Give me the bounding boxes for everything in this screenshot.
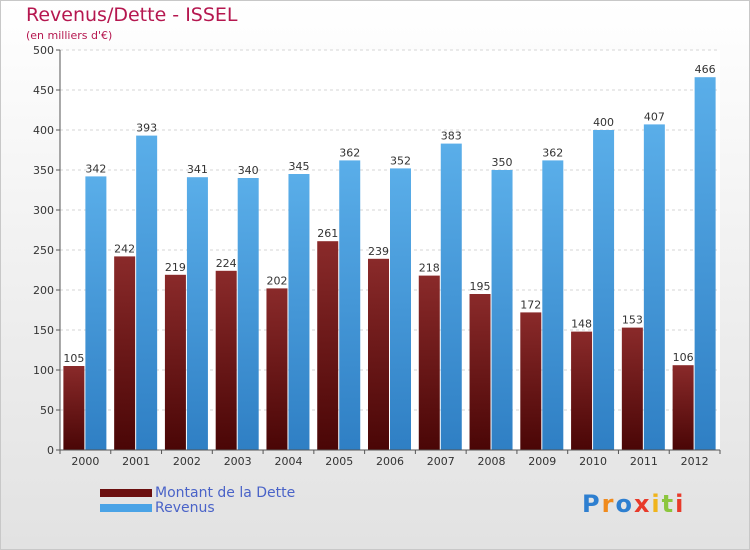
dette-bar xyxy=(266,288,288,450)
y-tick-label: 450 xyxy=(33,84,54,97)
logo-letter: r xyxy=(601,490,616,518)
dette-value-label: 172 xyxy=(520,298,541,311)
revenus-value-label: 362 xyxy=(339,146,360,159)
y-tick-label: 0 xyxy=(47,444,54,457)
dette-bar xyxy=(368,258,389,450)
x-tick-label: 2010 xyxy=(579,455,607,468)
y-tick-label: 150 xyxy=(33,324,54,337)
legend-label-revenus: Revenus xyxy=(155,500,215,516)
revenus-bar xyxy=(186,177,208,450)
dette-value-label: 224 xyxy=(216,257,237,270)
revenus-value-label: 340 xyxy=(238,164,259,177)
revenus-bar xyxy=(491,170,513,450)
dette-value-label: 106 xyxy=(673,351,694,364)
dette-value-label: 219 xyxy=(165,261,186,274)
proxiti-logo: Proxiti xyxy=(582,490,685,518)
logo-letter: i xyxy=(651,490,662,518)
dette-bar xyxy=(672,365,694,450)
dette-bar xyxy=(63,366,85,450)
y-tick-label: 200 xyxy=(33,284,54,297)
logo-letter: t xyxy=(661,490,676,518)
dette-bar xyxy=(520,312,542,450)
x-tick-label: 2000 xyxy=(71,455,99,468)
dette-bar xyxy=(469,294,491,450)
legend-swatch-revenus xyxy=(100,504,152,512)
revenus-value-label: 342 xyxy=(85,162,106,175)
y-tick-label: 350 xyxy=(33,164,54,177)
dette-value-label: 153 xyxy=(622,314,643,327)
revenus-bar xyxy=(85,176,107,450)
x-tick-label: 2006 xyxy=(376,455,404,468)
y-tick-label: 400 xyxy=(33,124,54,137)
x-tick-label: 2007 xyxy=(427,455,455,468)
dette-value-label: 242 xyxy=(114,242,135,255)
revenus-value-label: 383 xyxy=(441,130,462,143)
logo-letter: o xyxy=(615,490,634,518)
x-tick-label: 2003 xyxy=(224,455,252,468)
revenus-bar xyxy=(390,168,411,450)
y-tick-label: 100 xyxy=(33,364,54,377)
revenus-value-label: 400 xyxy=(593,116,614,129)
dette-bar xyxy=(317,241,339,450)
dette-value-label: 105 xyxy=(63,352,84,365)
dette-value-label: 239 xyxy=(368,245,389,258)
y-tick-label: 300 xyxy=(33,204,54,217)
x-tick-label: 2004 xyxy=(274,455,302,468)
y-tick-label: 250 xyxy=(33,244,54,257)
x-tick-label: 2002 xyxy=(173,455,201,468)
logo-letter: P xyxy=(582,490,602,518)
revenus-bar xyxy=(542,160,564,450)
x-tick-label: 2009 xyxy=(528,455,556,468)
dette-bar xyxy=(571,331,593,450)
dette-value-label: 261 xyxy=(317,227,338,240)
dette-bar xyxy=(621,327,643,450)
dette-value-label: 218 xyxy=(419,262,440,275)
bars xyxy=(63,77,716,451)
dette-bar xyxy=(215,270,237,450)
revenus-bar xyxy=(288,174,310,450)
revenus-value-label: 393 xyxy=(136,122,157,135)
dette-value-label: 202 xyxy=(266,274,287,287)
legend-label-dette: Montant de la Dette xyxy=(155,485,296,501)
axes: 0 50 100 150 200 250 300 350 400 450 500 2000 2001 20… xyxy=(33,44,721,468)
revenus-bar xyxy=(440,143,462,450)
chart-subtitle: (en milliers d'€) xyxy=(26,29,113,42)
dette-bar xyxy=(418,275,440,450)
dette-bar xyxy=(114,256,136,450)
revenus-bar xyxy=(643,124,665,451)
revenus-value-label: 466 xyxy=(695,63,716,76)
y-tick-label: 500 xyxy=(33,44,54,57)
value-labels: 105 342 242 393 219 341 224 340 202 345 261 362 239 3… xyxy=(63,63,715,365)
revenus-value-label: 362 xyxy=(542,146,563,159)
x-tick-label: 2008 xyxy=(478,455,506,468)
y-tick-label: 50 xyxy=(40,404,54,417)
chart-title: Revenus/Dette - ISSEL xyxy=(26,4,238,26)
x-tick-label: 2011 xyxy=(630,455,658,468)
revenus-value-label: 341 xyxy=(187,163,208,176)
revenus-value-label: 407 xyxy=(644,110,665,123)
x-tick-label: 2005 xyxy=(325,455,353,468)
revenus-bar xyxy=(237,178,259,450)
logo-letter: x xyxy=(633,490,652,518)
revenus-value-label: 350 xyxy=(492,156,513,169)
revenus-bar xyxy=(136,135,158,450)
revenus-value-label: 352 xyxy=(390,154,411,167)
revenus-bar xyxy=(593,130,615,450)
legend-swatch-dette xyxy=(100,489,152,497)
logo-letter: i xyxy=(675,490,686,518)
dette-bar xyxy=(164,274,186,450)
dette-value-label: 148 xyxy=(571,318,592,331)
dette-value-label: 195 xyxy=(470,280,491,293)
revenus-value-label: 345 xyxy=(288,160,309,173)
x-tick-label: 2012 xyxy=(681,455,709,468)
x-tick-label: 2001 xyxy=(122,455,150,468)
revenus-bar xyxy=(694,77,716,450)
revenus-bar xyxy=(339,160,361,450)
